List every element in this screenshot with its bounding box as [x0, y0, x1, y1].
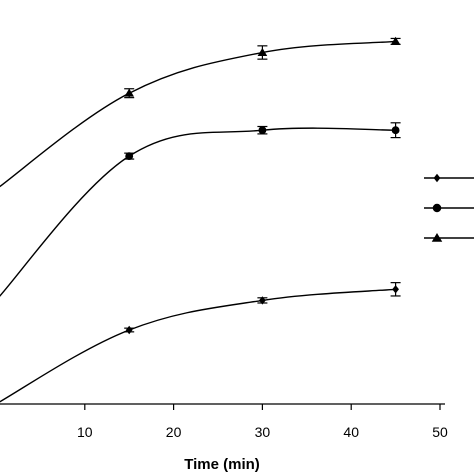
series-diamond: [0, 282, 401, 403]
legend-marker-diamond: [433, 173, 441, 183]
legend-marker-circle: [432, 203, 442, 213]
data-point-triangle: [124, 88, 135, 97]
data-point-circle: [391, 126, 400, 135]
series-circle: [0, 122, 401, 297]
data-point-diamond: [125, 325, 133, 335]
legend-item-diamond: [424, 173, 474, 183]
series-line-circle: [0, 127, 396, 297]
legend-item-circle: [424, 203, 474, 213]
data-point-diamond: [392, 285, 399, 294]
plot-area: [0, 36, 401, 403]
legend-marker-triangle: [431, 233, 443, 242]
x-tick-label: 30: [255, 424, 271, 440]
series-line-triangle: [0, 40, 396, 188]
data-point-triangle: [257, 47, 268, 56]
data-point-diamond: [259, 296, 266, 305]
series-line-diamond: [0, 288, 396, 403]
data-point-circle: [125, 152, 134, 161]
x-axis-title: Time (min): [184, 456, 260, 473]
x-tick-label: 50: [432, 424, 448, 440]
data-point-circle: [258, 126, 267, 135]
legend: [424, 173, 474, 242]
x-tick-label: 10: [77, 424, 93, 440]
series-triangle: [0, 36, 401, 188]
x-tick-label: 40: [343, 424, 359, 440]
legend-item-triangle: [424, 233, 474, 242]
x-tick-label: 20: [166, 424, 182, 440]
data-point-triangle: [390, 36, 401, 45]
x-axis: Time (min) 10 20 30 40 50: [0, 403, 448, 473]
